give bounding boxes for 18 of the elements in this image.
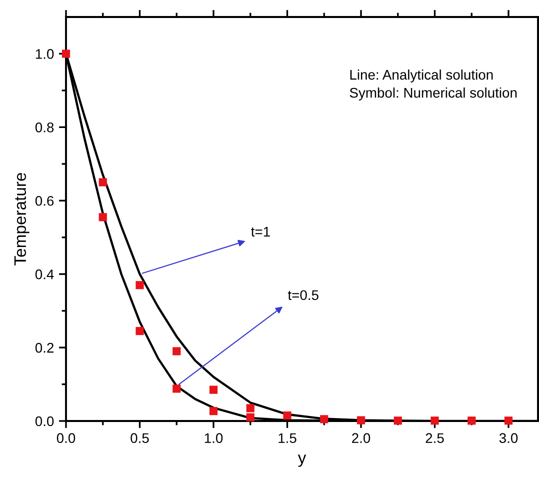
x-tick-label: 3.0: [499, 433, 518, 444]
x-tick-label: 2.0: [352, 433, 370, 444]
y-tick-label: 0.4: [35, 269, 54, 280]
y-tick-label: 0.8: [35, 122, 54, 132]
y-axis-title: Temperature: [14, 172, 30, 266]
y-tick-label: 0.0: [35, 416, 54, 426]
x-tick-label: 1.5: [278, 433, 296, 444]
y-tick-label: 0.2: [35, 342, 54, 353]
x-tick-label: 1.0: [204, 433, 223, 444]
x-tick-label: 0.0: [56, 433, 76, 444]
y-tick-label: 1.0: [36, 49, 54, 59]
annotation: Line: Analytical solution Symbol: Numerical solution: [350, 70, 517, 100]
annotation: t=1: [251, 226, 270, 237]
annotation: t=0.5: [288, 290, 318, 300]
x-axis-title: y: [298, 454, 306, 467]
y-tick-label: 0.6: [35, 196, 54, 206]
x-tick-label: 2.5: [426, 433, 444, 444]
x-tick-label: 0.5: [130, 433, 149, 444]
